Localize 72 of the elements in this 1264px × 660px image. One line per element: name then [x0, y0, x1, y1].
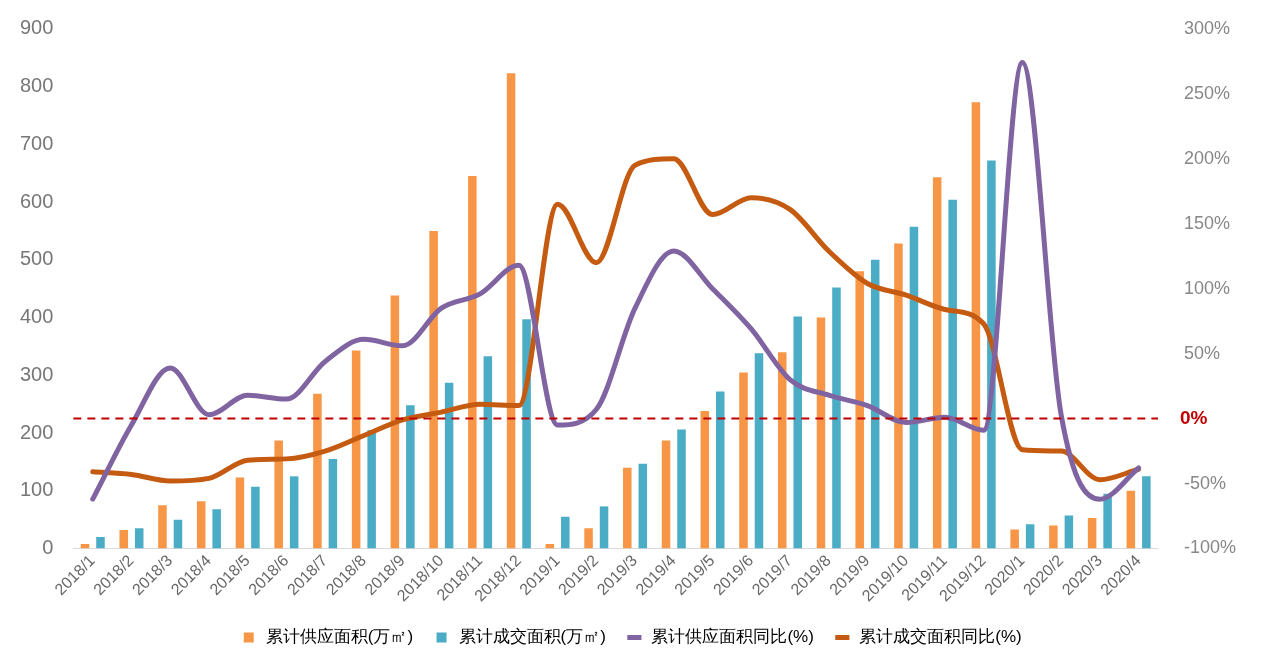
y-tick-label: 700	[19, 131, 54, 154]
legend-label: 累计成交面积同比(%)	[859, 627, 1022, 647]
bar	[739, 372, 748, 549]
bar	[816, 317, 826, 549]
y2-tick-label: -50%	[1183, 472, 1226, 493]
y-tick-label: 200	[19, 420, 54, 443]
bar	[196, 501, 206, 549]
bar	[468, 176, 477, 549]
bar	[313, 393, 322, 549]
y-tick-label: 300	[19, 362, 54, 385]
bar	[367, 430, 376, 549]
bar	[506, 73, 516, 549]
y2-tick-label: 200%	[1183, 147, 1231, 168]
bar	[1087, 517, 1097, 549]
legend-label: 累计成交面积(万㎡)	[458, 627, 606, 647]
bar	[158, 505, 167, 549]
bar	[1142, 476, 1151, 549]
bar	[561, 516, 570, 549]
y-tick-label: 400	[19, 305, 54, 328]
bar	[971, 102, 981, 549]
bar	[661, 440, 671, 549]
bar	[134, 528, 144, 549]
bar	[429, 230, 438, 549]
bar	[638, 463, 648, 549]
legend-label: 累计供应面积同比(%)	[651, 627, 814, 647]
y-tick-label: 600	[19, 189, 54, 212]
bar	[173, 519, 183, 549]
bar	[1103, 493, 1112, 549]
y-tick-label: 100	[19, 478, 54, 501]
bar	[623, 467, 632, 549]
bar	[1049, 525, 1058, 549]
bar	[584, 528, 593, 549]
y2-tick-label: 100%	[1183, 277, 1231, 298]
y-tick-label: 500	[19, 247, 54, 270]
bar	[444, 382, 454, 549]
bar	[483, 356, 493, 549]
bar	[1126, 490, 1136, 549]
bar	[1064, 515, 1074, 549]
y-tick-label: 900	[19, 16, 54, 39]
bar	[274, 440, 283, 549]
bar	[1010, 529, 1019, 549]
y-tick-label: 800	[19, 74, 54, 97]
bar	[212, 509, 221, 549]
bar	[289, 476, 299, 549]
bar	[351, 350, 361, 549]
legend-label: 累计供应面积(万㎡)	[265, 627, 414, 647]
bar	[96, 536, 105, 549]
ref-line-label: 0%	[1179, 406, 1208, 428]
bar	[677, 429, 686, 549]
bar	[715, 391, 725, 549]
bar	[235, 477, 245, 549]
bar	[251, 486, 260, 549]
bar	[793, 316, 802, 549]
y2-tick-label: 250%	[1183, 82, 1231, 103]
bar	[119, 530, 128, 549]
bar	[832, 287, 841, 549]
y2-tick-label: -100%	[1183, 537, 1236, 558]
bar	[894, 243, 903, 549]
bar	[700, 411, 710, 549]
y2-tick-label: 50%	[1183, 342, 1220, 363]
y2-tick-label: 300%	[1183, 17, 1231, 38]
y-tick-label: 0	[42, 536, 54, 559]
bar	[932, 177, 942, 549]
bar	[948, 199, 957, 549]
y2-tick-label: 150%	[1183, 212, 1231, 233]
bar	[406, 405, 415, 549]
bar	[599, 506, 609, 549]
bar	[754, 353, 764, 549]
bar	[909, 226, 919, 549]
bar	[328, 459, 338, 549]
bar	[855, 271, 864, 549]
bar	[1025, 524, 1035, 549]
